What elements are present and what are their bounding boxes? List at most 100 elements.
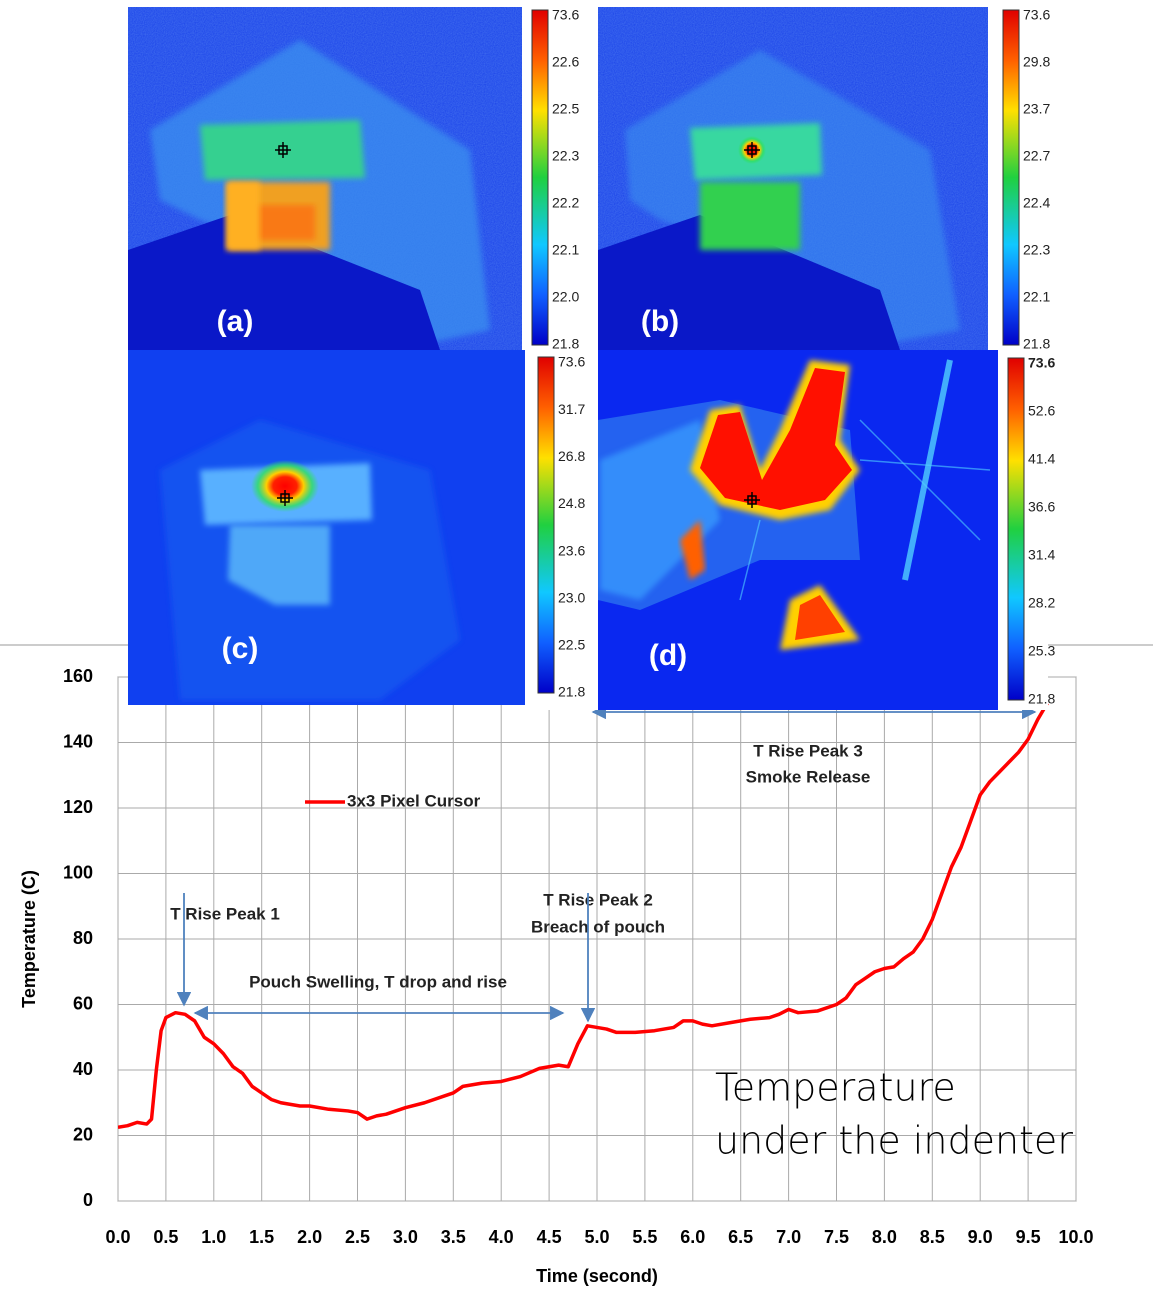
colorbar-label: 73.6 — [1023, 7, 1050, 23]
colorbar — [1007, 357, 1025, 701]
thermal-image — [128, 350, 525, 705]
x-tick-label: 3.5 — [441, 1227, 466, 1247]
colorbar-label: 26.8 — [558, 448, 585, 464]
thermal-images: (a) 73.6 22.6 22.5 22.3 22.2 22.1 22.0 21.8 (b) 73… — [128, 7, 1055, 710]
y-tick-label: 100 — [63, 862, 93, 882]
colorbar-label: 23.6 — [558, 542, 585, 558]
colorbar-label: 22.5 — [558, 637, 585, 653]
x-tick-label: 2.0 — [297, 1227, 322, 1247]
annotation: T Rise Peak 3 — [753, 741, 863, 760]
colorbar-label: 23.7 — [1023, 101, 1050, 117]
colorbar-label: 24.8 — [558, 495, 585, 511]
thermal-image-part — [795, 595, 845, 640]
y-tick-label: 0 — [83, 1190, 93, 1210]
caption: Temperature under the indenter — [715, 1066, 1073, 1163]
colorbar-label: 73.6 — [558, 354, 585, 370]
colorbar — [1002, 9, 1020, 346]
colorbar-label: 73.6 — [552, 7, 579, 23]
colorbar-label: 22.7 — [1023, 148, 1050, 164]
x-tick-label: 1.0 — [201, 1227, 226, 1247]
colorbar-label: 23.0 — [558, 589, 585, 605]
annotation: Breach of pouch — [531, 917, 665, 936]
x-tick-label: 10.0 — [1058, 1227, 1093, 1247]
colorbar-label: 22.0 — [552, 289, 579, 305]
colorbar-label: 52.6 — [1028, 403, 1055, 419]
colorbar-label: 22.3 — [552, 148, 579, 164]
colorbar-label: 21.8 — [558, 684, 585, 700]
thermal-image-part — [680, 520, 705, 580]
annotation: T Rise Peak 2 — [543, 890, 653, 909]
caption-line: under the indenter — [715, 1119, 1073, 1163]
colorbar — [537, 356, 555, 694]
panel-label: (d) — [649, 639, 687, 672]
data-line — [118, 702, 1049, 1130]
x-tick-label: 8.5 — [920, 1227, 945, 1247]
y-tick-label: 60 — [73, 993, 93, 1013]
x-axis-title: Time (second) — [536, 1266, 658, 1286]
caption-line: Temperature — [715, 1066, 956, 1110]
colorbar-label: 21.8 — [552, 336, 579, 352]
colorbar-label: 22.4 — [1023, 195, 1050, 211]
annotation: Pouch Swelling, T drop and rise — [249, 972, 507, 991]
annotation: Smoke Release — [746, 767, 871, 786]
thermal-image — [598, 350, 998, 710]
x-tick-label: 9.0 — [968, 1227, 993, 1247]
panel-label: (a) — [217, 305, 254, 338]
colorbar-label: 21.8 — [1023, 336, 1050, 352]
thermal-image-part — [251, 460, 319, 512]
colorbar-label: 36.6 — [1028, 499, 1055, 515]
cursor — [275, 142, 760, 508]
y-tick-label: 20 — [73, 1124, 93, 1144]
x-tick-label: 8.0 — [872, 1227, 897, 1247]
x-tick-label: 3.0 — [393, 1227, 418, 1247]
colorbar-label: 25.3 — [1028, 643, 1055, 659]
annotation: T Rise Peak 1 — [170, 904, 280, 923]
x-tick-label: 5.5 — [632, 1227, 657, 1247]
colorbar-background — [525, 350, 598, 710]
x-tick-label: 5.0 — [584, 1227, 609, 1247]
x-tick-label: 6.0 — [680, 1227, 705, 1247]
x-tick-label: 7.5 — [824, 1227, 849, 1247]
x-tick-label: 0.0 — [105, 1227, 130, 1247]
chart: 0 20 40 60 80 100 120 140 160 0.0 0.5 1.0 1.5 2.0 2.5 3… — [19, 666, 1094, 1286]
colorbar-label: 73.6 — [1028, 355, 1055, 371]
colorbar-label: 22.1 — [552, 242, 579, 258]
colorbar-label: 22.2 — [552, 195, 579, 211]
colorbar-label: 28.2 — [1028, 595, 1055, 611]
thermal-image-part — [859, 459, 991, 471]
y-tick-label: 140 — [63, 731, 93, 751]
panel-label: (c) — [222, 632, 259, 665]
x-tick-label: 6.5 — [728, 1227, 753, 1247]
colorbar-label: 22.5 — [552, 101, 579, 117]
x-tick-label: 0.5 — [153, 1227, 178, 1247]
colorbar-label: 31.7 — [558, 401, 585, 417]
thermal-image — [128, 7, 522, 350]
thermal-image-part — [739, 519, 761, 601]
x-tick-label: 4.0 — [489, 1227, 514, 1247]
x-tick-label: 4.5 — [537, 1227, 562, 1247]
thermal-image-part — [598, 215, 900, 350]
x-tick-label: 7.0 — [776, 1227, 801, 1247]
thermal-image-part — [228, 525, 330, 605]
y-tick-label: 160 — [63, 666, 93, 686]
colorbar-label: 31.4 — [1028, 547, 1055, 563]
x-tick-label: 1.5 — [249, 1227, 274, 1247]
colorbar — [531, 9, 549, 346]
y-tick-label: 80 — [73, 928, 93, 948]
colorbar-label: 21.8 — [1028, 691, 1055, 707]
panel-label: (b) — [641, 305, 679, 338]
colorbar-label: 22.1 — [1023, 289, 1050, 305]
thermal-image-part — [902, 359, 953, 581]
thermal-image-part — [700, 182, 800, 250]
colorbar-label: 41.4 — [1028, 451, 1055, 467]
y-axis-title: Temperature (C) — [19, 870, 39, 1008]
thermal-image — [598, 7, 988, 350]
colorbar-label: 22.3 — [1023, 242, 1050, 258]
x-tick-label: 2.5 — [345, 1227, 370, 1247]
thermal-image-part — [859, 419, 981, 541]
thermal-image-part — [700, 368, 852, 510]
x-tick-label: 9.5 — [1016, 1227, 1041, 1247]
y-tick-label: 120 — [63, 797, 93, 817]
legend-label: 3x3 Pixel Cursor — [347, 791, 481, 810]
